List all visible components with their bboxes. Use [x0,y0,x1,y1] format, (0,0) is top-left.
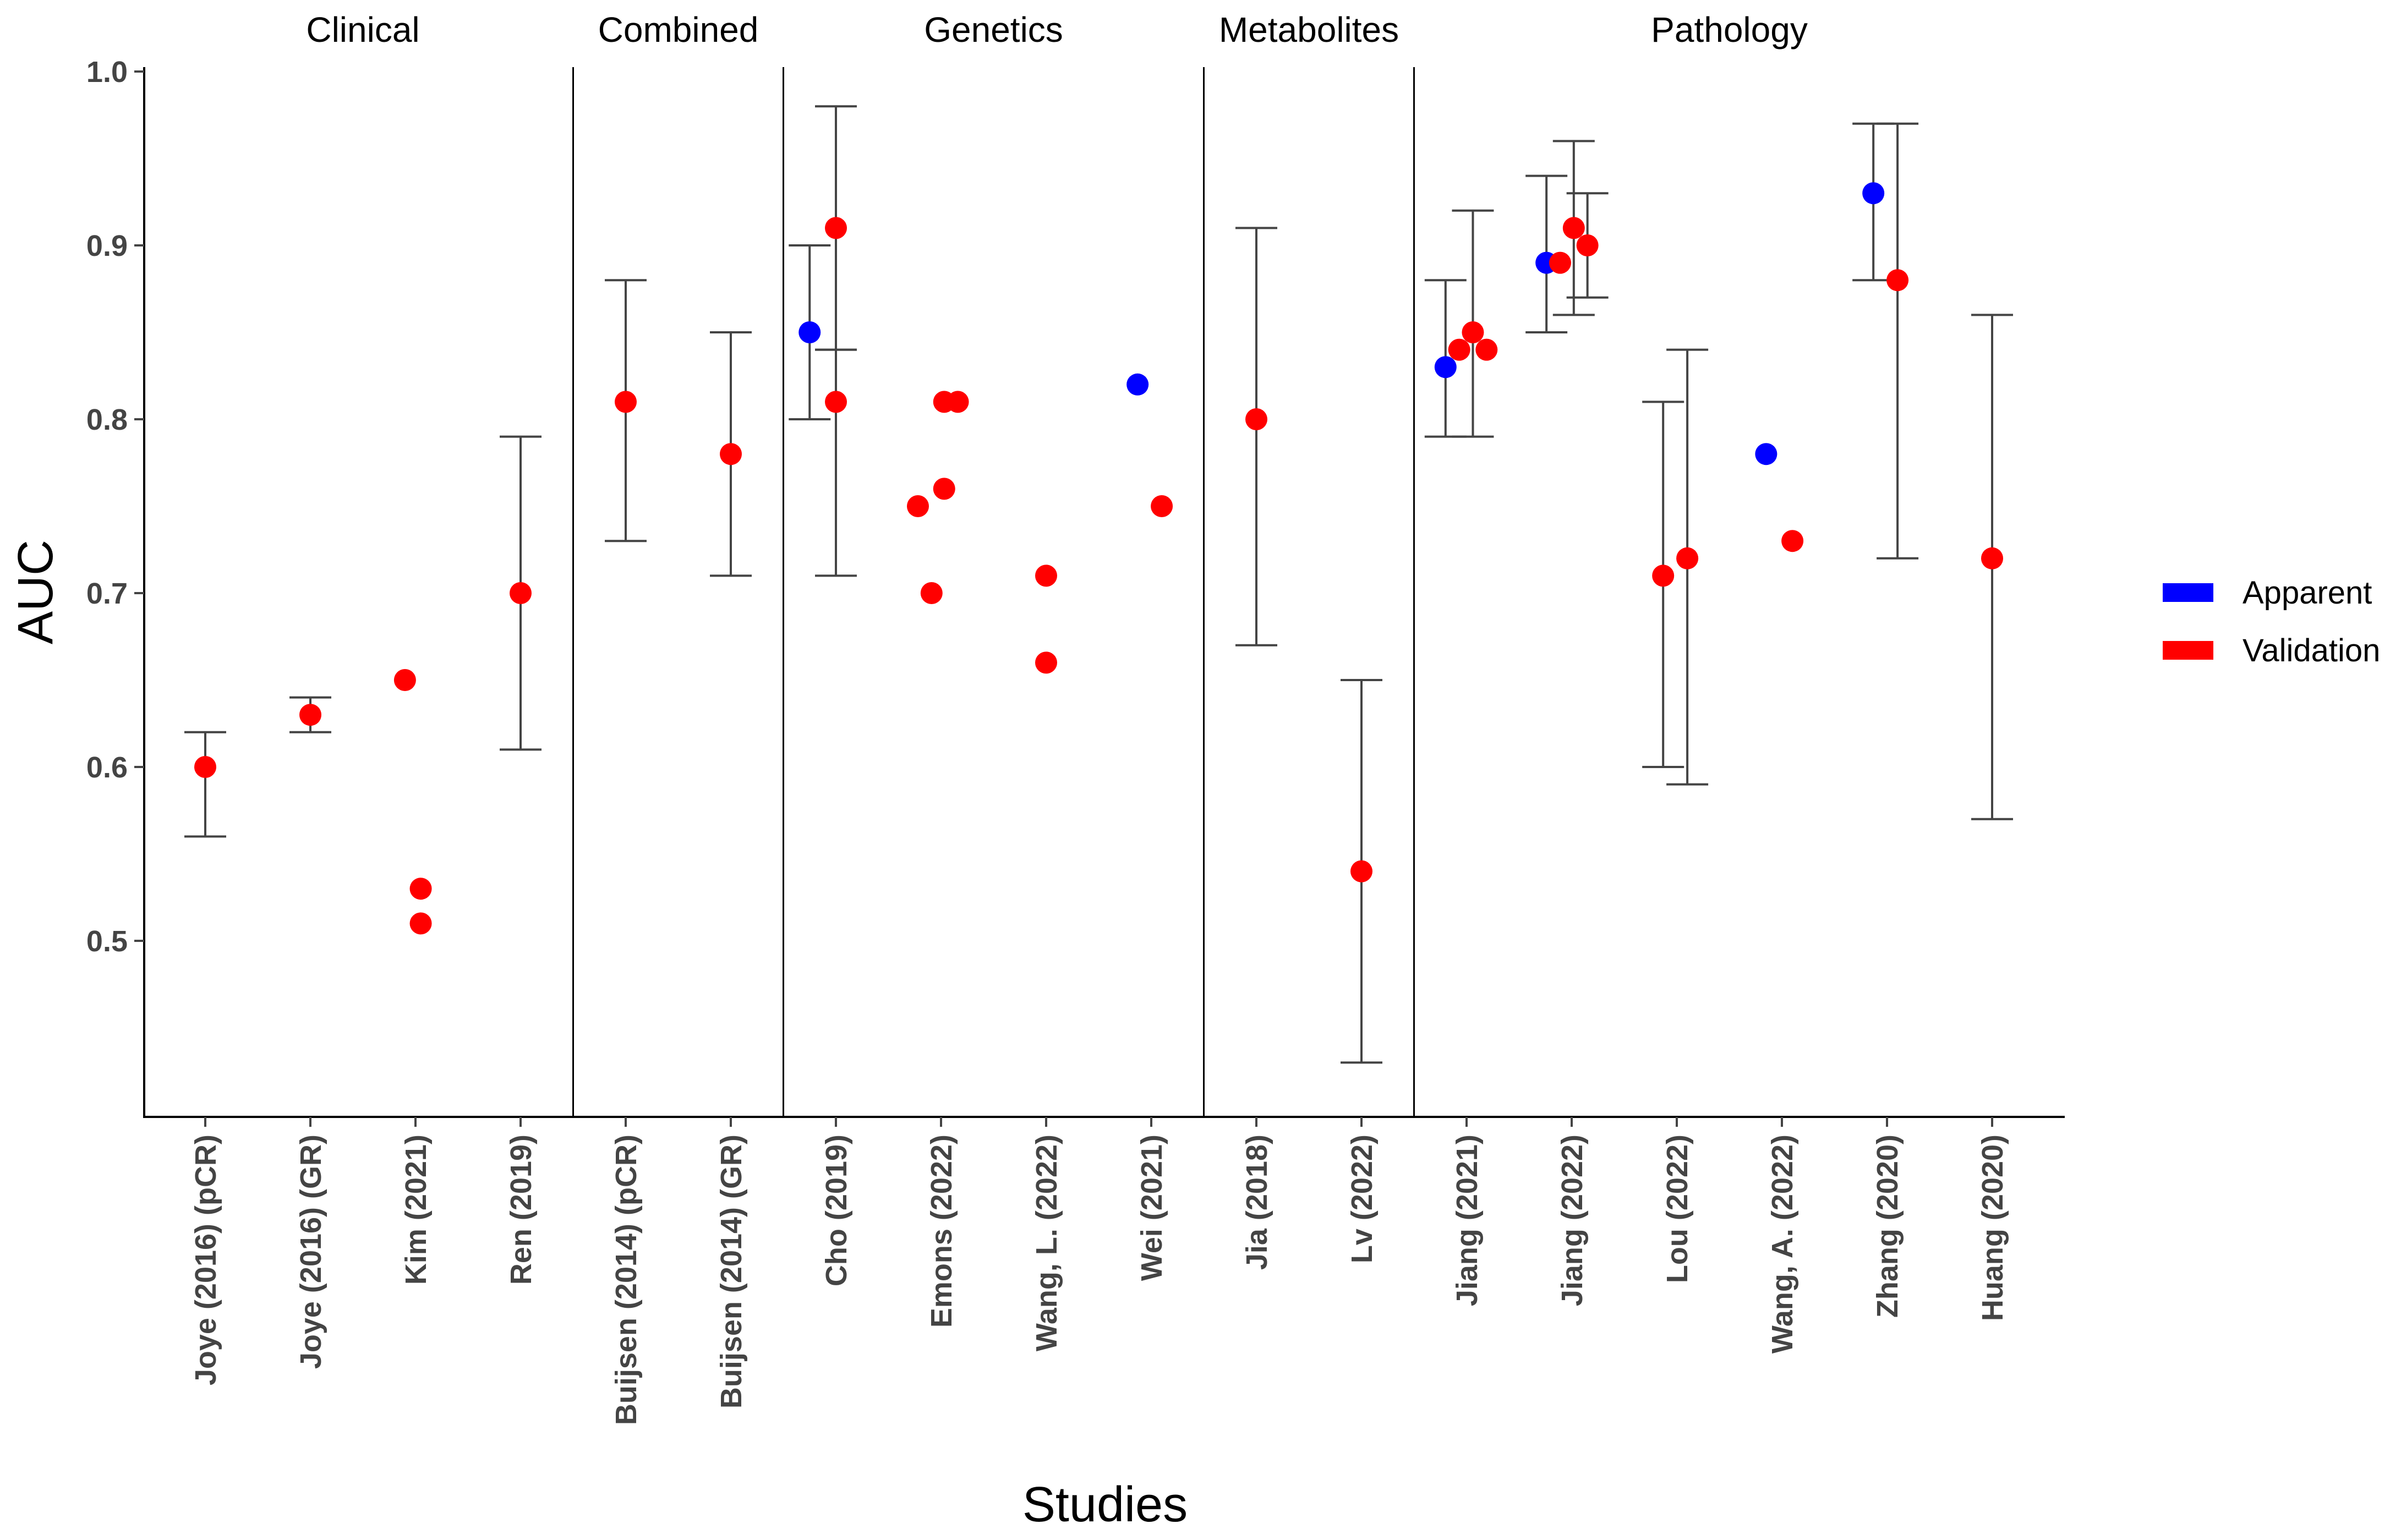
y-tick-label: 0.6 [86,751,128,784]
point-jia-2018-validation [1245,408,1267,430]
x-tick-label-joye-2016-pcr: Joye (2016) (pCR) [189,1135,222,1385]
point-cho-2019-validation [825,217,847,239]
point-emons-2022-validation [947,391,969,413]
facet-dividers [572,67,1415,1117]
x-tick-label-jiang-2021: Jiang (2021) [1451,1135,1484,1306]
y-tick-label: 0.7 [86,577,128,610]
x-tick-label-jiang-2022: Jiang (2022) [1556,1135,1589,1306]
point-buijsen-2014-pcr-validation [615,391,637,413]
y-tick-label: 0.5 [86,925,128,958]
point-kim-2021-validation [409,878,432,900]
facet-label-metabolites: Metabolites [1219,10,1399,50]
point-jiang-2022-validation [1549,251,1571,274]
x-tick-label-wang-a-2022: Wang, A. (2022) [1766,1135,1799,1353]
point-kim-2021-validation [409,912,432,935]
error-bar [1235,227,1277,646]
point-zhang-2020-validation [1886,269,1909,292]
legend-label-apparent: Apparent [2243,575,2372,611]
point-wang-a-2022-validation [1781,530,1804,552]
facet-label-pathology: Pathology [1651,10,1808,50]
point-ren-2019-validation [510,582,532,604]
x-tick-label-lou-2022: Lou (2022) [1661,1135,1694,1283]
x-ticks: Joye (2016) (pCR) Joye (2016) (GR) Kim (20… [189,1117,2009,1425]
point-jiang-2022-validation [1562,217,1585,239]
point-cho-2019-apparent [798,321,821,343]
point-emons-2022-validation [906,495,929,517]
point-zhang-2020-apparent [1862,182,1885,205]
point-lv-2022-validation [1350,860,1372,883]
point-wei-2021-validation [1151,495,1173,517]
error-bar [1877,122,1919,560]
point-cho-2019-validation [825,391,847,413]
x-tick-label-huang-2020: Huang (2020) [1976,1135,2009,1321]
point-huang-2020-validation [1981,547,2003,569]
x-tick-label-wei-2021: Wei (2021) [1135,1135,1168,1281]
x-tick-label-kim-2021: Kim (2021) [400,1135,433,1285]
point-wang-l-2022-validation [1035,651,1057,674]
legend: Apparent Validation [2163,575,2380,668]
point-wang-l-2022-validation [1035,565,1057,587]
x-tick-label-ren-2019: Ren (2019) [505,1135,538,1285]
facet-label-genetics: Genetics [924,10,1063,50]
point-jiang-2021-validation [1475,338,1498,361]
legend-label-validation: Validation [2243,633,2380,668]
point-joye-2016-pcr-validation [194,756,216,778]
point-emons-2022-validation [933,478,955,500]
error-bars [184,105,2013,1064]
x-tick-label-joye-2016-gr: Joye (2016) (GR) [294,1135,327,1369]
facet-labels: Clinical Combined Genetics Metabolites Patho… [306,10,1807,50]
legend-key-validation [2163,641,2213,660]
point-wang-a-2022-apparent [1755,443,1777,465]
x-tick-label-buijsen-2014-pcr: Buijsen (2014) (pCR) [610,1135,643,1425]
y-tick-label: 0.8 [86,403,128,436]
x-tick-label-zhang-2020: Zhang (2020) [1871,1135,1904,1318]
x-tick-label-wang-l-2022: Wang, L. (2022) [1030,1135,1063,1351]
data-points [194,182,2003,935]
y-ticks: 0.5 0.6 0.7 0.8 0.9 1.0 [86,56,144,958]
x-axis-title: Studies [1022,1477,1188,1532]
legend-key-apparent [2163,583,2213,602]
point-jiang-2021-apparent [1434,356,1457,379]
point-lou-2022-validation [1676,547,1699,569]
y-tick-label: 1.0 [86,56,128,89]
point-joye-2016-gr-validation [299,704,321,726]
x-tick-label-cho-2019: Cho (2019) [820,1135,853,1286]
facet-label-clinical: Clinical [306,10,419,50]
axes [143,67,2065,1118]
error-bar [184,731,226,838]
facet-label-combined: Combined [598,10,759,50]
point-jiang-2022-validation [1576,234,1599,256]
error-bar [815,348,857,577]
x-tick-label-buijsen-2014-gr: Buijsen (2014) (GR) [715,1135,748,1409]
point-kim-2021-validation [393,669,416,691]
x-tick-label-lv-2022: Lv (2022) [1346,1135,1379,1263]
point-buijsen-2014-gr-validation [720,443,742,465]
y-axis-title: AUC [8,540,63,644]
point-lou-2022-validation [1652,565,1675,587]
y-tick-label: 0.9 [86,229,128,262]
point-emons-2022-validation [920,582,943,604]
x-tick-label-emons-2022: Emons (2022) [925,1135,958,1328]
point-wei-2021-apparent [1126,373,1149,396]
x-tick-label-jia-2018: Jia (2018) [1240,1135,1273,1270]
point-jiang-2021-validation [1448,338,1470,361]
point-jiang-2021-validation [1462,321,1484,343]
